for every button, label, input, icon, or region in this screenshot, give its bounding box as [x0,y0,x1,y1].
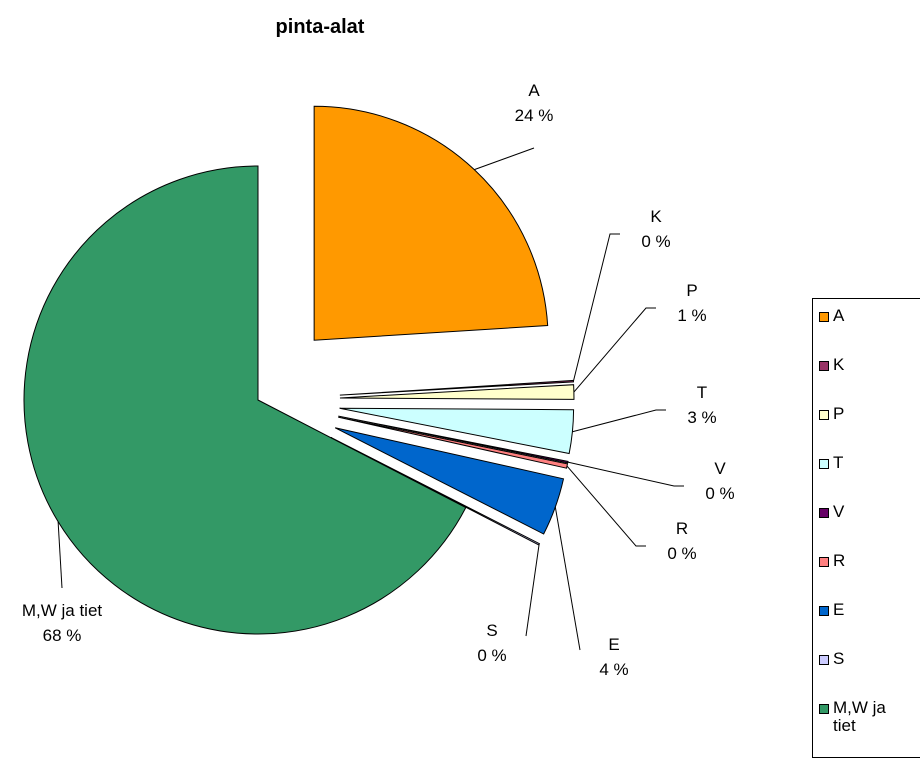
slice-label-value: 0 % [477,646,506,665]
legend-swatch [819,655,829,665]
slice-label-value: 68 % [43,626,82,645]
legend-label: P [833,404,845,423]
legend-label: E [833,600,845,619]
legend-swatch [819,508,829,518]
legend-swatch [819,704,829,714]
leader-line [566,465,646,547]
legend-label: A [833,306,845,325]
legend-swatch [819,312,829,322]
legend-label: T [833,453,844,472]
chart-legend: A K P T V R E S M,W ja tiet [812,298,920,758]
slice-label-name: M,W ja tiet [22,601,103,620]
leader-line [554,506,581,651]
legend-label: R [833,551,846,570]
pie-slice-v [338,415,569,464]
slice-label-name: E [608,635,619,654]
pie-slice-e [334,427,565,535]
pie-slice-a [313,105,549,341]
slice-label-value: 0 % [641,232,670,251]
leader-line [572,409,666,433]
slice-label-value: 24 % [515,106,554,125]
chart-title: pinta-alat [275,16,365,38]
legend-label: K [833,355,845,374]
leader-line [573,307,656,393]
legend-label: S [833,649,845,668]
slice-label-value: 0 % [705,484,734,503]
legend-swatch [819,361,829,371]
leader-line [525,544,540,637]
pie-slice-p [339,384,575,400]
pie-slice-t [339,407,575,455]
slice-label-value: 0 % [667,544,696,563]
slice-label-value: 1 % [677,306,706,325]
leader-line [567,461,684,487]
pie-chart: A 24 % K 0 % P 1 % T 3 % V 0 % R 0 % E 4 % S 0 % M,W ja … [22,81,735,679]
leader-line [57,521,63,589]
slice-label-value: 3 % [687,408,716,427]
legend-swatch [819,410,829,420]
legend-label: M,W ja tiet [833,698,886,735]
slice-label-name: V [714,459,726,478]
leader-line [572,233,620,382]
pie-slice-r [338,416,569,469]
legend-swatch [819,557,829,567]
legend-swatch [819,459,829,469]
leader-line [474,147,535,171]
legend-swatch [819,606,829,616]
slice-label-value: 4 % [599,660,628,679]
pie-slice-m-w-ja-tiet [23,165,467,635]
slice-label-name: A [528,81,540,100]
slice-label-name: T [697,383,707,402]
slice-label-name: P [686,281,697,300]
slice-label-name: R [676,519,688,538]
legend-label: V [833,502,845,521]
slice-label-name: S [486,621,497,640]
slice-label-name: K [650,207,662,226]
